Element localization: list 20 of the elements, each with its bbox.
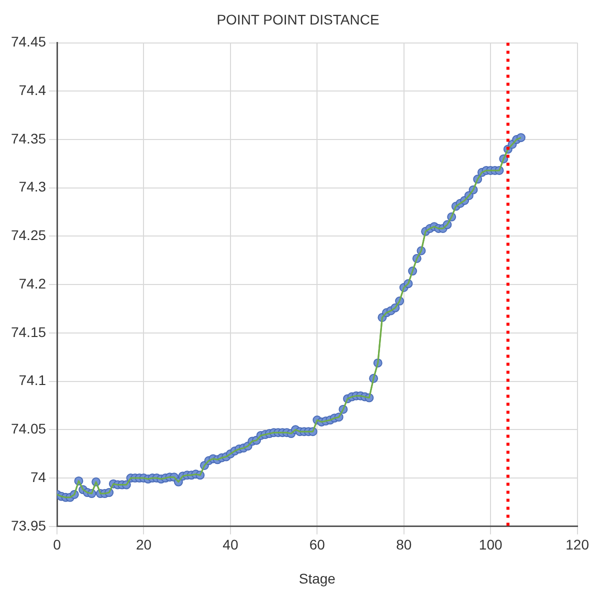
x-tick-label: 20 (136, 536, 152, 553)
y-tick-label: 74.35 (10, 130, 46, 146)
y-tick-label: 74.25 (10, 227, 46, 244)
y-tick-label: 74.1 (18, 372, 46, 388)
x-tick-label: 120 (566, 536, 590, 553)
x-tick-label: 0 (53, 536, 62, 553)
y-tick-label: 74.15 (10, 324, 46, 340)
y-tick-label: 74.3 (18, 178, 46, 195)
x-tick-label: 100 (478, 536, 502, 553)
y-tick-label: 74.45 (10, 34, 46, 50)
x-tick-label: 60 (309, 536, 326, 553)
x-axis-title: Stage (298, 570, 336, 586)
chart-title: POINT POINT DISTANCE (216, 11, 380, 28)
y-tick-label: 74.05 (10, 420, 46, 437)
x-tick-label: 80 (396, 536, 412, 553)
y-tick-label: 73.95 (10, 517, 46, 534)
x-tick-label: 40 (222, 536, 238, 553)
y-tick-label: 74.4 (18, 82, 46, 98)
y-tick-label: 74 (30, 468, 46, 485)
y-tick-label: 74.2 (18, 275, 46, 292)
